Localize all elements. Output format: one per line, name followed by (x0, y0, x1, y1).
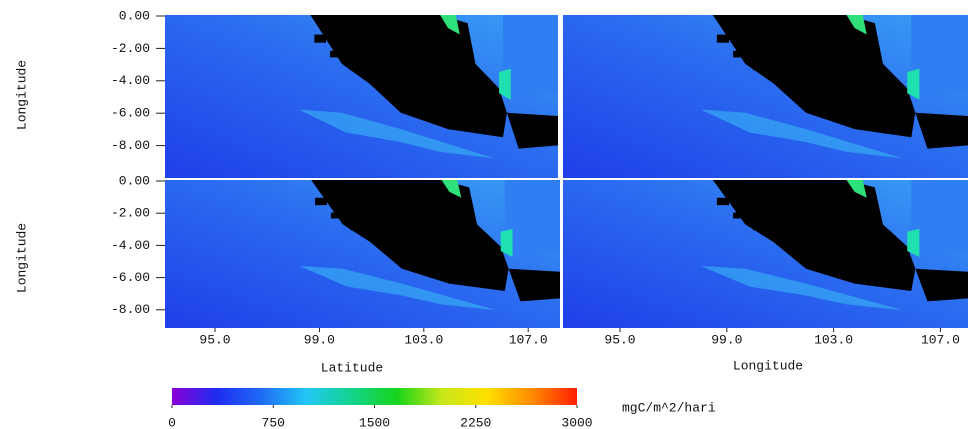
colorbar-tick-label: 1500 (359, 415, 390, 429)
colorbar (172, 388, 577, 405)
y-tick-label: -2.00 (111, 206, 150, 221)
colorbar-unit: mgC/m^2/hari (622, 400, 716, 415)
y-tick-label: 0.00 (119, 8, 150, 23)
x-tick-label: 107.0 (921, 332, 960, 347)
x-tick-label: 95.0 (199, 332, 230, 347)
map-panels (165, 15, 968, 328)
y-tick-label: -6.00 (111, 106, 150, 121)
x-tick-label: 103.0 (404, 332, 443, 347)
x-tick-label: 99.0 (304, 332, 335, 347)
x-axis-label: Longitude (733, 358, 803, 373)
x-tick-label: 107.0 (509, 332, 548, 347)
y-tick-label: -8.00 (111, 138, 150, 153)
map-panel (563, 15, 968, 178)
map-panel (563, 180, 968, 328)
map-panel (165, 15, 558, 178)
y-axis-label: Longitude (14, 223, 29, 293)
y-tick-label: -4.00 (111, 238, 150, 253)
y-axis-label: Longitude (14, 60, 29, 130)
y-tick-label: -4.00 (111, 73, 150, 88)
x-tick-label: 99.0 (711, 332, 742, 347)
x-axis-label: Latitude (321, 360, 383, 375)
y-tick-label: -2.00 (111, 41, 150, 56)
colorbar-tick-label: 750 (262, 415, 285, 429)
x-tick-label: 103.0 (814, 332, 853, 347)
y-tick-label: 0.00 (119, 173, 150, 188)
y-tick-label: -8.00 (111, 302, 150, 317)
x-tick-label: 95.0 (604, 332, 635, 347)
colorbar-tick-label: 2250 (460, 415, 491, 429)
colorbar-tick-label: 3000 (561, 415, 592, 429)
colorbar-tick-label: 0 (168, 415, 176, 429)
y-tick-label: -6.00 (111, 270, 150, 285)
map-panel (165, 180, 560, 328)
